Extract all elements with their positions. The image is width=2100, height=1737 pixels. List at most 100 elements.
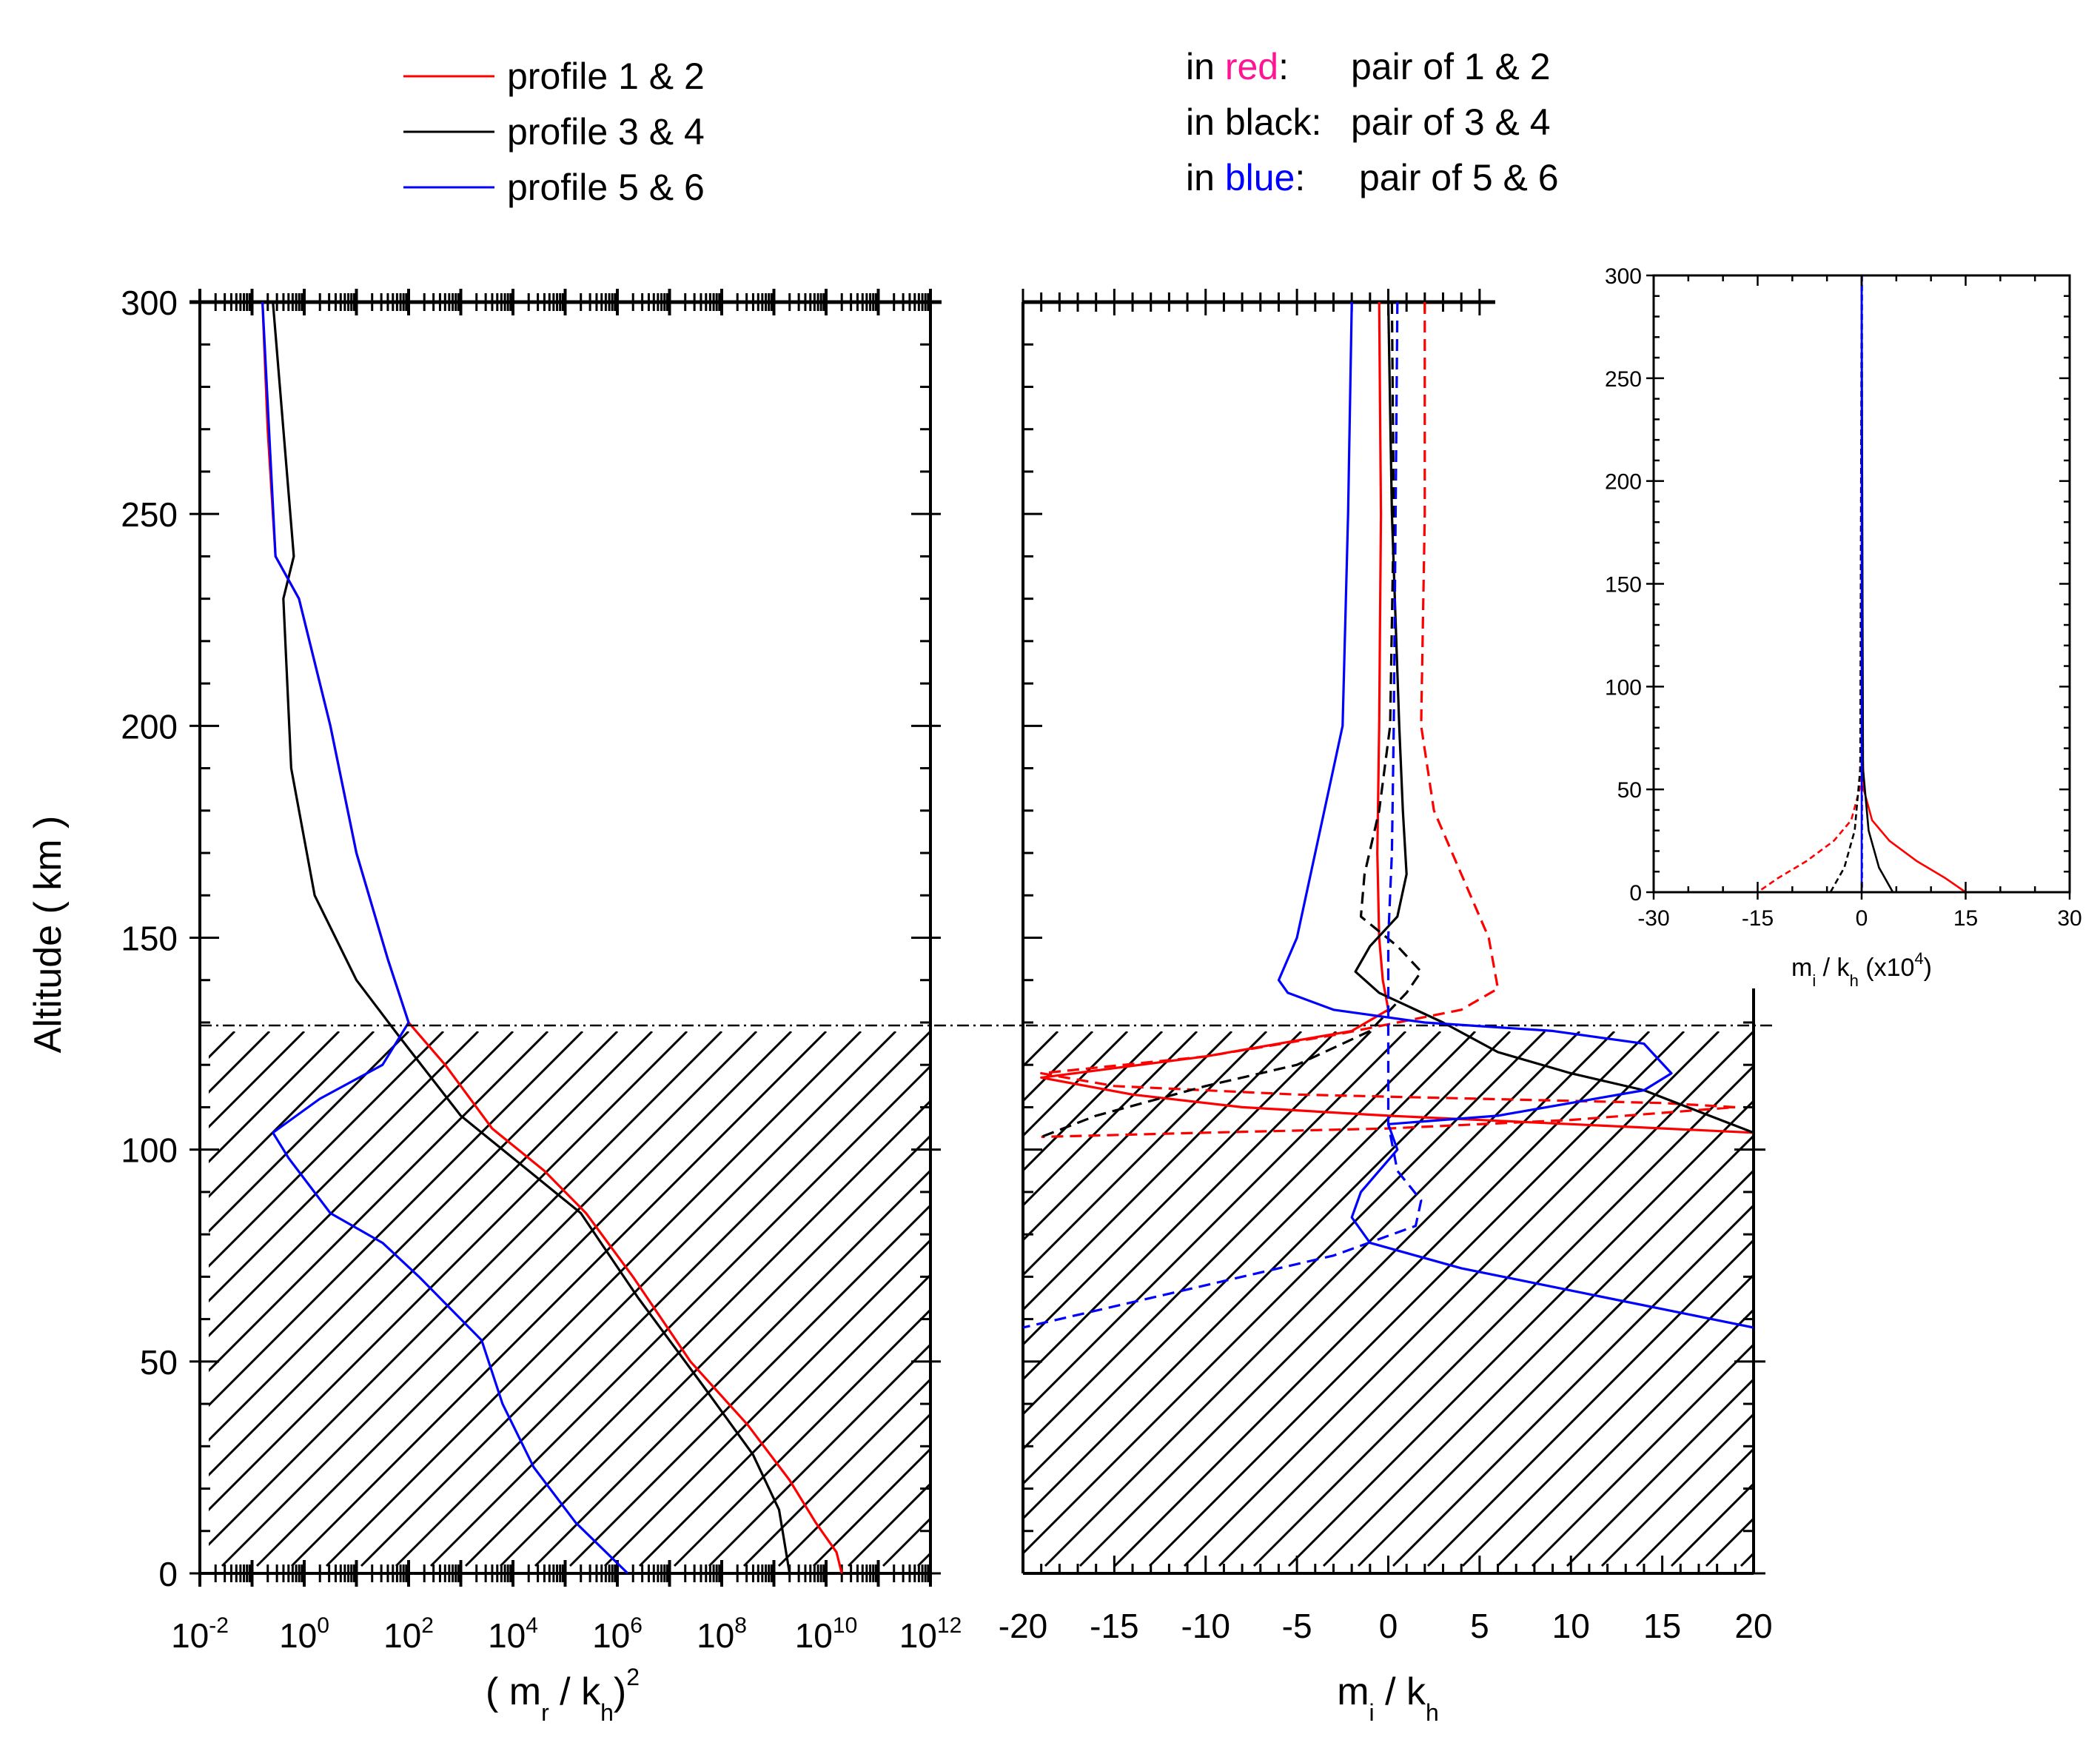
hatch-line [395,1031,930,1567]
x-tick-label: 30 [2057,906,2081,931]
hatch-line [464,1099,930,1567]
hatch-line [673,1308,930,1567]
word-red: red [1225,46,1278,87]
hatch-line [812,1447,930,1567]
sub-h: h [1850,971,1859,990]
x-tick-label: -30 [1637,906,1669,931]
inset-axis-ticks [1646,274,2071,900]
middle-axis-ticks [1022,289,1765,1575]
hatch-line [708,1342,930,1567]
y-tick-label: 50 [1617,778,1642,803]
word-blue: blue [1225,157,1295,198]
hatch-line [209,1031,619,1442]
x-tick-label: 1012 [899,1613,962,1655]
y-tick-label: 300 [1605,264,1642,289]
legend-left: profile 1 & 2 profile 3 & 4 profile 5 & … [403,56,705,208]
hatch-line [221,1031,758,1567]
hatch-line [499,1134,930,1567]
x-tick-label: -20 [999,1607,1047,1645]
hatch-line [1023,1031,1164,1173]
y-axis-label: Altitude ( km ) [27,816,70,1054]
left-axis-ticks [189,289,941,1587]
middle-x-axis-label: mi / kh [1337,1670,1439,1726]
hatch-line [1461,1273,1754,1567]
hatch-line [1496,1308,1754,1567]
middle-panel: -20 -15 -10 -5 0 5 10 15 20 mi / kh [999,289,2100,1726]
left-x-axis-label: ( mr / kh)2 [486,1664,640,1726]
middle-hatched-region [1023,1031,2100,1567]
x-tick-label: 10 [1552,1607,1590,1645]
hatch-line [1740,1551,1754,1567]
x-tick-label: 100 [279,1613,329,1655]
legend-label-profile-5-6: profile 5 & 6 [507,167,705,208]
hatch-line [1392,1203,1754,1567]
series-line-blue-dashed [1023,301,1423,1329]
hatch-line [1252,1064,1754,1567]
series-line-red [261,301,843,1573]
hatch-line [209,1031,341,1164]
middle-curves [1023,301,1754,1329]
y-tick-label: 100 [1605,675,1642,700]
hatch-line [429,1064,930,1567]
hatch-line [209,1031,654,1477]
sub-h: h [600,1699,614,1726]
hatch-line [1023,1031,1546,1556]
x-tick-label: -5 [1282,1607,1312,1645]
sup-4: 4 [1914,949,1923,968]
x-tick-label: 5 [1470,1607,1489,1645]
x-tick-label: 108 [697,1613,747,1655]
y-tick-label: 100 [121,1131,178,1170]
left-hatched-region [209,1031,930,1567]
hatch-line [1078,1031,1616,1567]
hatch-line [1426,1238,1754,1567]
hatch-line [1322,1134,1754,1567]
series-line-red-dashed [1040,302,1737,1139]
hatch-line [1113,1031,1651,1567]
inset-x-axis-label: mi / kh (x104) [1791,949,1932,990]
x-tick-label: 10-2 [171,1613,229,1655]
hatch-line [1183,1031,1720,1567]
hatch-line [1023,1031,1338,1347]
hatch-line [209,1031,271,1094]
hatch-line [290,1031,828,1567]
hatch-line [1776,1031,2100,1566]
x-tick-label: 20 [1734,1607,1772,1645]
hatch-line [534,1168,930,1567]
y-tick-label: 50 [140,1343,178,1382]
hatch-line [603,1238,930,1567]
series-line-black [272,301,791,1573]
hatch-line [1023,1031,1268,1277]
word-black: black [1225,101,1312,143]
series-line-black-solid [1354,301,1754,1134]
y-tick-label: 250 [1605,367,1642,392]
hatch-line [1566,1377,1754,1567]
hatch-line [742,1377,930,1567]
hatch-line [209,1031,549,1373]
hatch-line [209,1031,514,1338]
hatch-line [255,1031,793,1567]
y-tick-label: 300 [121,284,178,322]
left-curves [261,301,843,1573]
y-tick-label: 0 [1629,881,1642,906]
legend-label-profile-1-2: profile 1 & 2 [507,56,705,97]
series-line-red-solid [1040,301,1754,1134]
y-tick-label: 150 [1605,573,1642,598]
hatch-line [1148,1031,1685,1567]
x-tick-label: -15 [1090,1607,1138,1645]
hatch-line [1023,1031,1129,1138]
legend-label-profile-3-4: profile 3 & 4 [507,111,705,153]
legend-right-line-red: in red: pair of 1 & 2 [1186,46,1551,87]
hatch-line [1023,1031,1303,1312]
inset-tick-labels: 0 50 100 150 200 250 300 -30 -15 0 15 30 [1605,264,2082,931]
x-tick-label: 1010 [795,1613,858,1655]
hatch-line [209,1031,410,1234]
hatch-line [777,1412,930,1567]
hatch-line [1635,1447,1754,1567]
hatch-line [1023,1031,1477,1486]
hatch-line [360,1031,897,1567]
middle-tick-labels: -20 -15 -10 -5 0 5 10 15 20 [999,1607,1773,1645]
y-tick-label: 0 [158,1555,178,1593]
sup-2: 2 [626,1664,640,1690]
